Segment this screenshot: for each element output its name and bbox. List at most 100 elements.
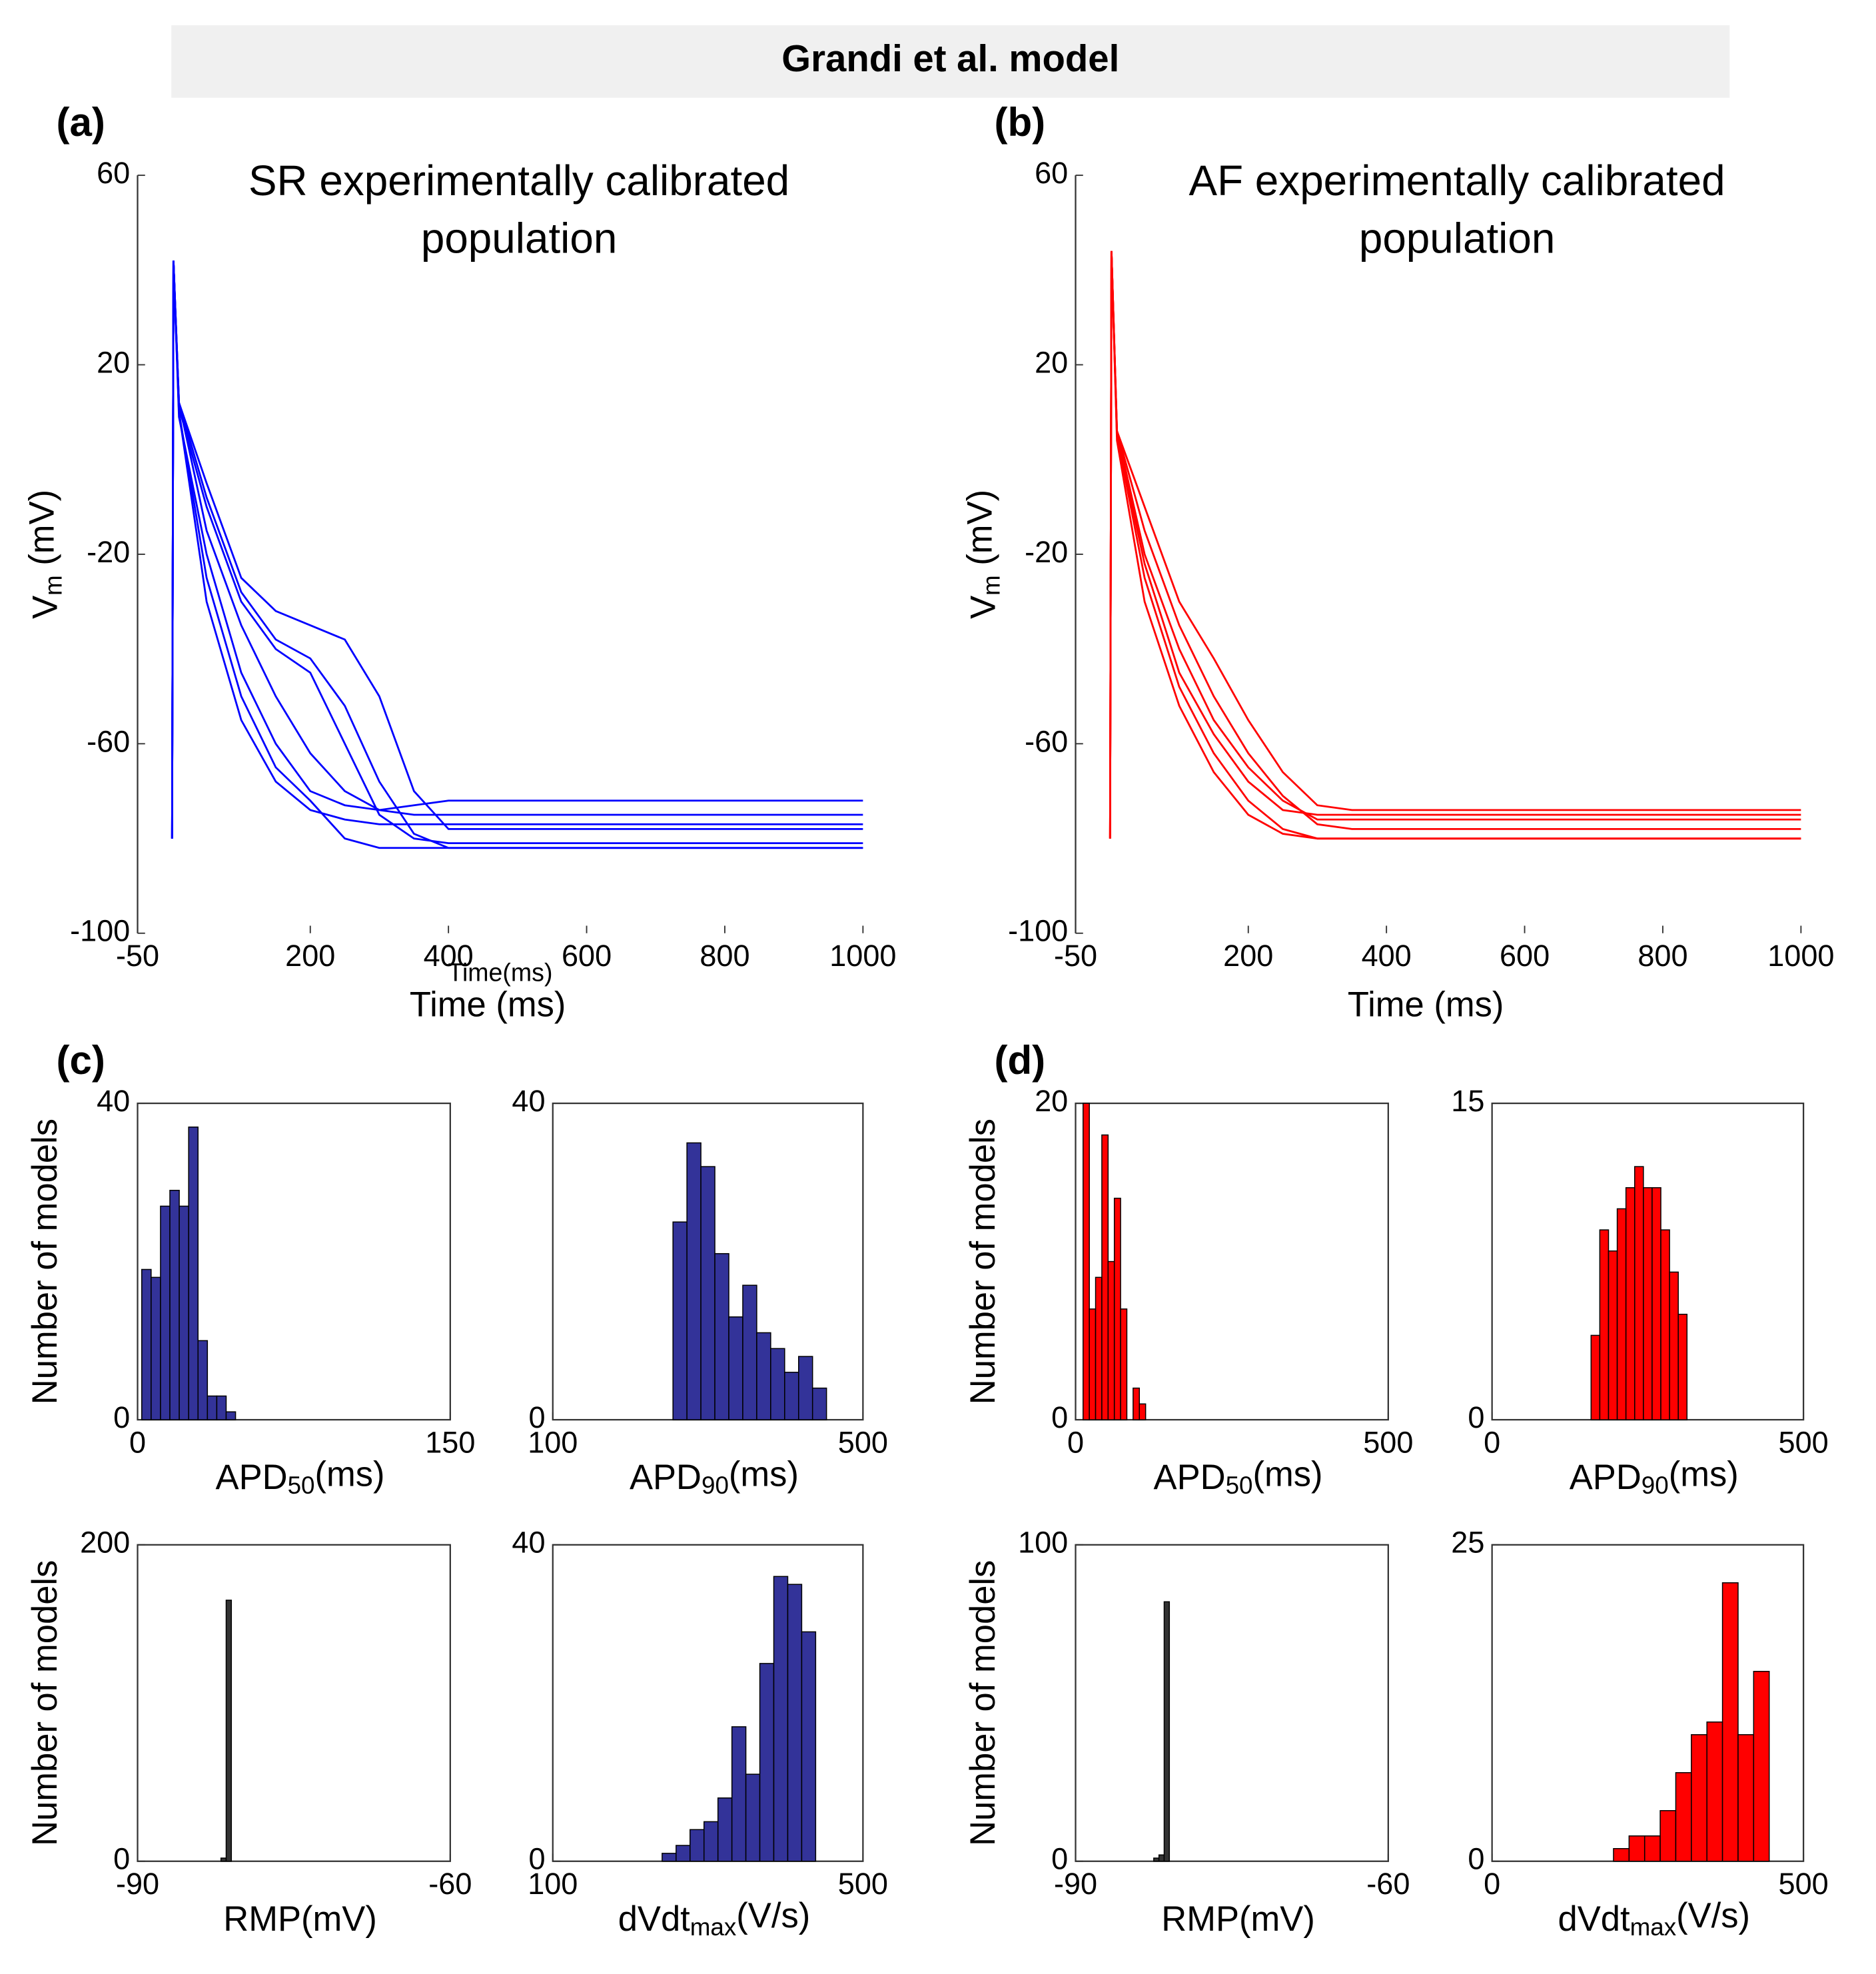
- x-tick-label: -60: [1366, 1867, 1410, 1901]
- x-axis-label: RMP(mV): [223, 1899, 377, 1939]
- chart-title: SR experimentally calibrated: [248, 157, 789, 205]
- bar: [216, 1395, 227, 1420]
- y-tick-label: 0: [113, 1842, 130, 1876]
- bar: [676, 1845, 691, 1862]
- trace: [171, 260, 863, 845]
- x-axis-label: APD90(ms): [1570, 1454, 1739, 1499]
- x-tick-label: 200: [1223, 939, 1273, 973]
- bar: [225, 1600, 233, 1862]
- x-axis-label-base: APD: [1154, 1458, 1226, 1497]
- bar: [1634, 1166, 1644, 1420]
- x-tick-label: 150: [425, 1426, 475, 1460]
- bar: [700, 1166, 715, 1420]
- x-tick-label: 1000: [829, 939, 896, 973]
- panel-label: (c): [56, 1038, 105, 1083]
- plot-frame: [1075, 1544, 1389, 1862]
- bar: [798, 1356, 813, 1420]
- panel-label: (a): [56, 100, 105, 145]
- bar: [1113, 1197, 1121, 1420]
- bar: [1101, 1134, 1109, 1420]
- x-axis-label: dVdtmax(V/s): [618, 1896, 811, 1941]
- y-tick-label: 0: [1468, 1842, 1484, 1876]
- bar: [220, 1857, 227, 1862]
- bar: [225, 1411, 236, 1420]
- bar: [1083, 1103, 1090, 1420]
- bar: [756, 1332, 771, 1420]
- x-tick-label: 600: [562, 939, 612, 973]
- bar: [731, 1726, 747, 1862]
- y-tick-label: 40: [512, 1526, 545, 1560]
- bar: [784, 1372, 799, 1420]
- bar: [1120, 1308, 1128, 1420]
- bar: [1706, 1722, 1723, 1862]
- y-tick-label: 200: [80, 1526, 130, 1560]
- bar: [1643, 1187, 1653, 1420]
- bar: [745, 1773, 761, 1862]
- x-tick-label: -60: [428, 1867, 472, 1901]
- x-axis-label: APD50(ms): [216, 1454, 385, 1499]
- bar: [1616, 1208, 1627, 1420]
- bar: [1721, 1582, 1739, 1862]
- bar: [1737, 1734, 1755, 1862]
- x-tick-label: 800: [1638, 939, 1687, 973]
- y-tick-label: -20: [87, 535, 130, 569]
- bar: [1139, 1403, 1147, 1420]
- y-tick-label: 0: [1051, 1400, 1068, 1434]
- x-tick-label: 0: [129, 1426, 146, 1460]
- y-tick-label: 0: [528, 1400, 545, 1434]
- plot-frame: [137, 1544, 451, 1862]
- bar: [773, 1576, 789, 1862]
- y-tick-label: -60: [87, 724, 130, 758]
- bar: [1095, 1276, 1103, 1420]
- chart-title: AF experimentally calibrated: [1189, 157, 1725, 205]
- bar: [1153, 1857, 1160, 1862]
- bar: [728, 1316, 743, 1420]
- x-tick-label: -90: [116, 1867, 159, 1901]
- bar: [188, 1126, 199, 1420]
- trace: [1109, 250, 1801, 840]
- trace: [171, 260, 863, 839]
- trace: [171, 260, 863, 839]
- bar: [1133, 1387, 1141, 1420]
- x-tick-label: -50: [1054, 939, 1097, 973]
- trace: [171, 260, 863, 849]
- panel-label: (b): [994, 100, 1045, 145]
- bar: [1659, 1810, 1677, 1862]
- panel-label: (d): [994, 1038, 1045, 1083]
- y-tick-label: 100: [1018, 1526, 1068, 1560]
- y-tick-label: 20: [1035, 1084, 1068, 1118]
- x-axis-label-sub: 90: [702, 1472, 729, 1499]
- x-axis-label-sub: max: [1630, 1913, 1677, 1941]
- plot-frame: [137, 1102, 451, 1421]
- trace: [1109, 250, 1801, 839]
- bar: [1613, 1848, 1630, 1862]
- x-axis-label: Time (ms): [410, 985, 566, 1024]
- y-tick-label: 60: [1035, 156, 1068, 190]
- bar: [1163, 1601, 1171, 1862]
- y-axis-label: Number of models: [963, 1560, 1003, 1846]
- x-tick-label: 0: [1067, 1426, 1084, 1460]
- x-axis-label-base: dVdt: [618, 1899, 690, 1939]
- y-axis-label-rest: (mV): [22, 490, 61, 575]
- x-axis-label-rest: (ms): [729, 1454, 799, 1494]
- y-tick-label: 40: [97, 1084, 130, 1118]
- trace: [1109, 250, 1801, 839]
- x-axis-label-sub: 90: [1641, 1472, 1669, 1499]
- chart-title: population: [421, 214, 618, 262]
- y-tick-label: 0: [528, 1842, 545, 1876]
- bar: [704, 1821, 719, 1862]
- y-axis-label-sub: m: [977, 575, 1005, 596]
- bar: [207, 1395, 218, 1420]
- bar: [787, 1584, 803, 1862]
- bar: [662, 1853, 677, 1862]
- bar: [141, 1268, 152, 1420]
- x-tick-label: 500: [1779, 1426, 1829, 1460]
- bar: [1643, 1835, 1661, 1862]
- y-tick-label: 15: [1451, 1084, 1484, 1118]
- x-tick-label: 500: [1779, 1867, 1829, 1901]
- y-axis-label: Vm (mV): [22, 490, 67, 619]
- bar: [742, 1284, 757, 1420]
- trace: [1109, 250, 1801, 840]
- bar: [801, 1631, 817, 1862]
